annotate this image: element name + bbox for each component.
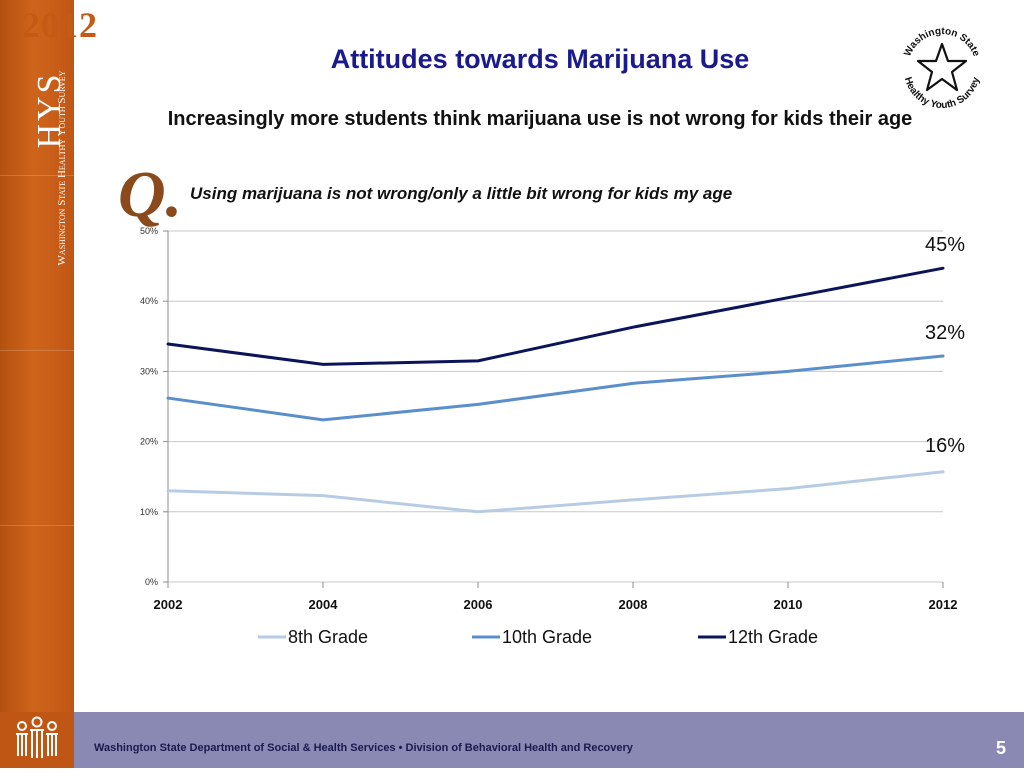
x-tick-label: 2010 (774, 597, 803, 612)
line-chart: 0% 10% 20% 30% 40% 50% 2002 2004 2006 2008 2010 201… (140, 226, 965, 647)
footer-icon-box (0, 712, 74, 768)
x-tick-label: 2006 (464, 597, 493, 612)
x-tick-label: 2002 (154, 597, 183, 612)
data-label: 16% (925, 435, 965, 457)
data-label: 32% (925, 322, 965, 344)
sidebar-band: HYS Washington State Healthy Youth Surve… (0, 0, 74, 712)
sidebar-segment (0, 350, 74, 526)
y-tick-label: 20% (140, 437, 158, 447)
question-text: Using marijuana is not wrong/only a litt… (190, 184, 733, 203)
series-lines (166, 266, 945, 514)
sidebar-segment (0, 525, 74, 713)
y-tick-label: 0% (145, 577, 158, 587)
y-tick-label: 30% (140, 366, 158, 376)
gridlines (168, 230, 943, 583)
footer-band: Washington State Department of Social & … (0, 712, 1024, 768)
x-tick-label: 2012 (929, 597, 958, 612)
y-tick-label: 10% (140, 507, 158, 517)
y-tick-label: 50% (140, 226, 158, 236)
series-line-10th-grade (166, 354, 945, 422)
star-logo-icon: Washington State Healthy Youth Survey (897, 23, 987, 113)
x-tick-label: 2004 (309, 597, 339, 612)
series-line-12th-grade (166, 266, 945, 366)
slide-number: 5 (995, 738, 1006, 758)
question-marker: Q. (118, 158, 183, 231)
data-label: 45% (925, 234, 965, 256)
x-tick-label: 2008 (619, 597, 648, 612)
y-tick-label: 40% (140, 296, 158, 306)
people-icon (16, 716, 58, 758)
legend-label: 8th Grade (288, 627, 368, 647)
slide-subtitle: Increasingly more students think marijua… (167, 108, 913, 130)
legend-label: 10th Grade (502, 627, 592, 647)
series-line-8th-grade (166, 470, 945, 514)
legend-label: 12th Grade (728, 627, 818, 647)
year-heading: 2012 (22, 5, 98, 45)
axes: 0% 10% 20% 30% 40% 50% 2002 2004 2006 2008 2010 201… (140, 226, 957, 612)
legend: 8th Grade 10th Grade 12th Grade (258, 627, 818, 647)
data-labels: 16% 32% 45% (925, 234, 965, 457)
sidebar-segment (0, 175, 74, 351)
footer-text: Washington State Department of Social & … (94, 742, 633, 754)
slide-title: Attitudes towards Marijuana Use (330, 44, 750, 74)
